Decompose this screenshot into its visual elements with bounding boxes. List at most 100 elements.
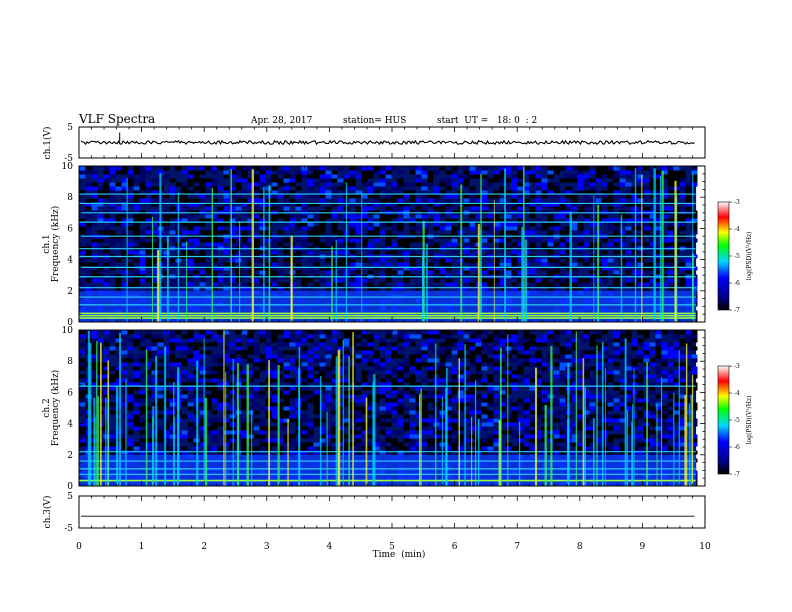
ch1-spectrum-cell <box>619 214 626 219</box>
ch2-spectrum-cell <box>451 414 458 419</box>
ch1-spectrum-cell <box>655 174 662 179</box>
ch2-spectrum-cell <box>265 342 272 347</box>
ch1-spectrum-cell <box>511 230 518 235</box>
ch2-spectrum-cell <box>133 374 140 379</box>
ch2-spectrum-cell <box>325 350 332 355</box>
ch2-spectrum-cell <box>277 450 284 455</box>
ch1-spectrum-cell <box>607 190 614 195</box>
ch1-spectrum-cell <box>319 222 326 227</box>
ch2-spectrum-cell <box>283 434 290 439</box>
ch2-spectrum-cell <box>271 374 278 379</box>
ch2-spectrum-cell <box>115 406 122 411</box>
ch2-spectrum-cell <box>163 346 170 351</box>
ch2-spectrum-cell <box>277 414 284 419</box>
ch1-spectrum-cell <box>217 270 224 275</box>
ch2-spectrum-cell <box>271 402 278 407</box>
ch1-spectrum-cell <box>139 258 146 263</box>
ch1-spectrum-cell <box>271 258 278 263</box>
ch1-spectrum-cell <box>169 278 176 283</box>
ch2-spectrum-cell <box>601 406 608 411</box>
ch2-spectrum-cell <box>313 346 320 351</box>
ch2-spectrum-cell <box>277 394 284 399</box>
ch1-spectrum-cell <box>541 222 548 227</box>
ch1-spectrum-cell <box>499 198 506 203</box>
ch1-spectrum-cell <box>691 226 698 231</box>
ch1-spectrum-cell <box>535 194 542 199</box>
ch2-spectrum-cell <box>121 398 128 403</box>
ch2-spectrum-cell <box>397 346 404 351</box>
ch1-spectrum-cell <box>643 266 650 271</box>
ch2-spectrum-cell <box>79 422 86 427</box>
ch1-spectrum-cell <box>349 194 356 199</box>
ch1-spectrum-cell <box>421 174 428 179</box>
ch1-spectrum-cell <box>247 266 254 271</box>
ch1-spectrum-cell <box>331 250 338 255</box>
ch1-spectrum-cell <box>301 174 308 179</box>
ch1-spectrum-cell <box>325 270 332 275</box>
ch1-spectrum-cell <box>529 178 536 183</box>
ch2-spectrum-cell <box>205 394 212 399</box>
ch2-spectrum-cell <box>277 358 284 363</box>
ch1-spectrum-cell <box>481 226 488 231</box>
ch1-spectrum-cell <box>649 226 656 231</box>
ch2-spectrum-cell <box>505 358 512 363</box>
ch2-spectrum-cell <box>151 386 158 391</box>
ch2-spectrum-cell <box>253 390 260 395</box>
ch1-spectrum-cell <box>361 170 368 175</box>
ch2-spectrum-cell <box>217 422 224 427</box>
ch1-burst <box>361 191 363 322</box>
ch2-spectrum-cell <box>109 410 116 415</box>
ch2-spectrum-cell <box>313 390 320 395</box>
ch1-spectrum-cell <box>403 194 410 199</box>
ch1-spectrum-cell <box>499 282 506 287</box>
ch1-spectrum-cell <box>607 286 614 291</box>
ch2-spectrum-cell <box>505 422 512 427</box>
ch1-spectrum-cell <box>613 194 620 199</box>
ch2-spectrum-cell <box>439 358 446 363</box>
ch1-spectrum-cell <box>385 242 392 247</box>
ch1-spectrum-cell <box>559 166 566 171</box>
ch2-spectrum-cell <box>475 394 482 399</box>
ch2-spectrum-cell <box>505 398 512 403</box>
ch1-spectrum-cell <box>367 258 374 263</box>
ch2-spectrum-cell <box>211 370 218 375</box>
ch2-spectrum-cell <box>109 366 116 371</box>
ch2-spectrum-cell <box>511 414 518 419</box>
ch1-spectrum-cell <box>571 202 578 207</box>
ch1-spectrum-cell <box>295 202 302 207</box>
ch2-spectrum-cell <box>457 370 464 375</box>
ch2-spectrum-cell <box>91 366 98 371</box>
ch2-spectrum-cell <box>241 402 248 407</box>
ch2-spectrum-cell <box>103 386 110 391</box>
ch1-spectrum-cell <box>529 222 536 227</box>
ch1-spectrum-cell <box>601 190 608 195</box>
ch2-spectrum-cell <box>397 338 404 343</box>
ch2-spectrum-cell <box>493 334 500 339</box>
ch2-spectrum-cell <box>169 354 176 359</box>
ch2-spectrum-cell <box>109 334 116 339</box>
ch2-spectrum-cell <box>145 406 152 411</box>
ch2-spectrum-cell <box>505 334 512 339</box>
ch1-spectrum-cell <box>331 266 338 271</box>
ch1-spectrum-cell <box>421 170 428 175</box>
ch2-spectrum-cell <box>355 410 362 415</box>
ch1-spectrum-cell <box>487 206 494 211</box>
ch2-spectrum-cell <box>163 366 170 371</box>
ch2-spectrum-cell <box>373 446 380 451</box>
ch1-spectrum-cell <box>655 170 662 175</box>
ch2-spectrum-cell <box>247 442 254 447</box>
ch1-spectrum-cell <box>211 286 218 291</box>
ch2-spectrum-cell <box>493 430 500 435</box>
ch2-spectrum-cell <box>307 366 314 371</box>
ch2-spectrum-cell <box>373 418 380 423</box>
ch1-burst <box>479 229 481 322</box>
ch2-spectrum-cell <box>505 446 512 451</box>
ch2-spectrum-cell <box>589 334 596 339</box>
ch2-spectrum-cell <box>421 350 428 355</box>
ch1-spectrum-cell <box>271 242 278 247</box>
ch2-spectrum-cell <box>517 442 524 447</box>
ch2-spectrum-cell <box>211 390 218 395</box>
ch1-spectrum-cell <box>379 174 386 179</box>
ch2-spectrum-cell <box>403 358 410 363</box>
ch2-spectrum-cell <box>289 334 296 339</box>
